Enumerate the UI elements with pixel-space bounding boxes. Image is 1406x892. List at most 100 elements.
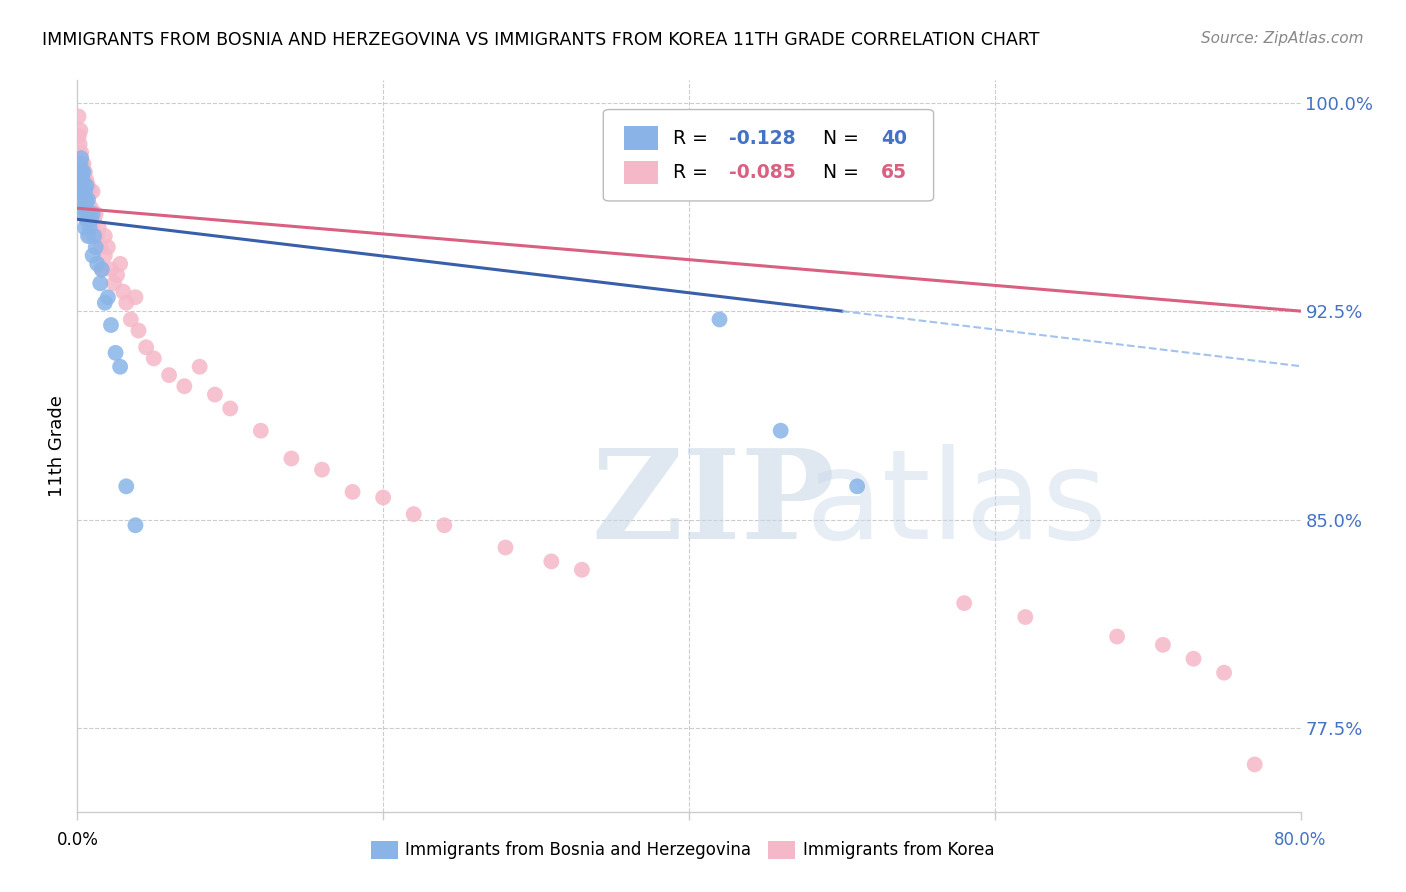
Point <box>709 312 731 326</box>
Point <box>402 507 425 521</box>
Point <box>73 185 96 199</box>
Point <box>72 165 94 179</box>
Point <box>67 185 90 199</box>
Text: ZIP: ZIP <box>591 444 835 565</box>
Point <box>70 151 93 165</box>
Point <box>73 178 96 193</box>
Point <box>571 563 593 577</box>
Point <box>97 290 120 304</box>
Point <box>77 229 100 244</box>
Point <box>76 173 98 187</box>
Point <box>120 312 142 326</box>
Point <box>76 178 98 193</box>
Point <box>70 165 93 179</box>
Point <box>103 277 125 291</box>
Text: N =: N = <box>824 163 865 182</box>
Text: 80.0%: 80.0% <box>1274 831 1327 849</box>
Point <box>77 193 100 207</box>
Point <box>72 201 94 215</box>
Point <box>108 257 131 271</box>
Point <box>72 157 94 171</box>
Text: 40: 40 <box>882 128 907 147</box>
Point <box>69 165 91 179</box>
Point <box>76 212 98 227</box>
Point <box>80 201 103 215</box>
Text: 65: 65 <box>882 163 907 182</box>
Bar <box>769 841 796 859</box>
Point <box>79 229 101 244</box>
Y-axis label: 11th Grade: 11th Grade <box>48 395 66 497</box>
Point <box>84 240 107 254</box>
Point <box>82 248 104 262</box>
Point <box>89 277 111 291</box>
Point <box>204 387 226 401</box>
Point <box>342 484 364 499</box>
Point <box>115 479 138 493</box>
Point <box>77 212 100 227</box>
Point <box>79 207 101 221</box>
Point <box>84 207 107 221</box>
Point <box>73 165 96 179</box>
Text: R =: R = <box>673 163 714 182</box>
Point <box>219 401 242 416</box>
Point <box>69 123 91 137</box>
Point <box>100 262 122 277</box>
Bar <box>624 127 658 150</box>
Point <box>77 178 100 193</box>
Point <box>70 173 93 187</box>
Point <box>1182 652 1205 666</box>
Point <box>75 193 97 207</box>
Point <box>79 185 101 199</box>
Point <box>94 229 117 244</box>
Text: Source: ZipAtlas.com: Source: ZipAtlas.com <box>1201 31 1364 46</box>
Point <box>128 324 150 338</box>
Point <box>69 137 91 152</box>
Point <box>80 212 103 227</box>
Point <box>73 173 96 187</box>
Text: R =: R = <box>673 128 714 147</box>
Point <box>112 285 135 299</box>
Point <box>70 157 93 171</box>
Point <box>90 262 112 277</box>
Point <box>94 248 117 262</box>
Point <box>82 207 104 221</box>
Point <box>89 240 111 254</box>
Point <box>72 185 94 199</box>
Text: N =: N = <box>824 128 865 147</box>
Text: 0.0%: 0.0% <box>56 831 98 849</box>
Point <box>73 201 96 215</box>
Point <box>94 295 117 310</box>
Point <box>1014 610 1036 624</box>
Point <box>67 173 90 187</box>
Text: IMMIGRANTS FROM BOSNIA AND HERZEGOVINA VS IMMIGRANTS FROM KOREA 11TH GRADE CORRE: IMMIGRANTS FROM BOSNIA AND HERZEGOVINA V… <box>42 31 1039 49</box>
Point <box>1152 638 1174 652</box>
Point <box>1243 757 1265 772</box>
Point <box>73 220 96 235</box>
Point <box>953 596 976 610</box>
Point <box>86 257 108 271</box>
Point <box>108 359 131 374</box>
Point <box>86 229 108 244</box>
Point <box>69 193 91 207</box>
Point <box>104 346 127 360</box>
Point <box>76 207 98 221</box>
FancyBboxPatch shape <box>603 110 934 201</box>
Point <box>83 212 105 227</box>
Point <box>173 379 195 393</box>
Bar <box>624 161 658 184</box>
Point <box>69 151 91 165</box>
Point <box>72 165 94 179</box>
Point <box>67 110 90 124</box>
Text: Immigrants from Korea: Immigrants from Korea <box>803 841 994 859</box>
Point <box>495 541 517 555</box>
Point <box>124 518 146 533</box>
Bar <box>371 841 398 859</box>
Point <box>142 351 165 366</box>
Point <box>90 262 112 277</box>
Point <box>70 207 93 221</box>
Point <box>115 295 138 310</box>
Point <box>250 424 273 438</box>
Point <box>67 128 90 143</box>
Point <box>188 359 211 374</box>
Point <box>846 479 869 493</box>
